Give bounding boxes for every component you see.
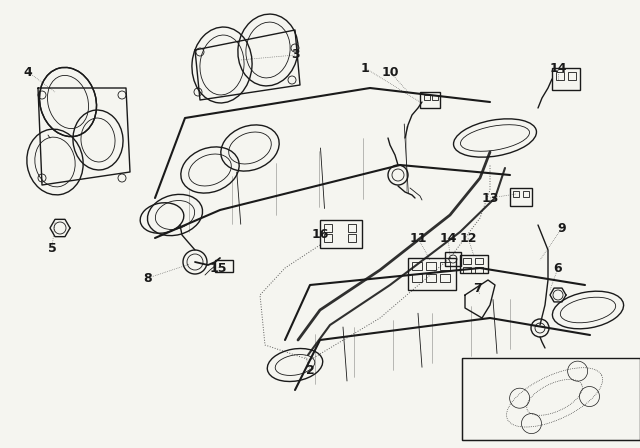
Text: 15: 15 (209, 262, 227, 275)
Text: 1: 1 (360, 61, 369, 74)
Bar (513, 191, 519, 197)
Text: 9: 9 (557, 221, 566, 234)
Bar (412, 274, 422, 282)
Bar (426, 262, 436, 270)
Text: 6: 6 (554, 262, 563, 275)
Bar (320, 220, 362, 248)
Text: 4: 4 (24, 65, 33, 78)
Bar (440, 262, 450, 270)
Bar (324, 224, 332, 232)
Bar (463, 258, 471, 264)
Bar (440, 274, 450, 282)
Text: 5: 5 (47, 241, 56, 254)
Bar (523, 191, 529, 197)
Text: 14: 14 (549, 61, 567, 74)
Bar (432, 95, 438, 100)
Bar (215, 260, 233, 272)
Text: 14: 14 (439, 232, 457, 245)
Bar (424, 95, 430, 100)
Text: 7: 7 (474, 281, 483, 294)
Bar (463, 267, 471, 273)
Bar (568, 72, 576, 80)
Text: 11: 11 (409, 232, 427, 245)
Bar (556, 72, 564, 80)
Bar (462, 358, 640, 440)
Text: 12: 12 (460, 232, 477, 245)
Bar (324, 234, 332, 242)
Bar (348, 234, 356, 242)
Bar (408, 258, 456, 290)
Bar (475, 258, 483, 264)
Bar (426, 274, 436, 282)
Text: 8: 8 (144, 271, 152, 284)
Text: 13: 13 (481, 191, 499, 204)
Bar (510, 188, 532, 206)
Bar (475, 267, 483, 273)
Bar (412, 262, 422, 270)
Text: 3: 3 (291, 48, 300, 61)
Bar (348, 224, 356, 232)
Bar (460, 255, 488, 273)
Text: 16: 16 (311, 228, 329, 241)
Bar (420, 92, 440, 108)
Text: 10: 10 (381, 65, 399, 78)
Bar (445, 252, 461, 266)
Bar (552, 68, 580, 90)
Text: 2: 2 (306, 363, 314, 376)
